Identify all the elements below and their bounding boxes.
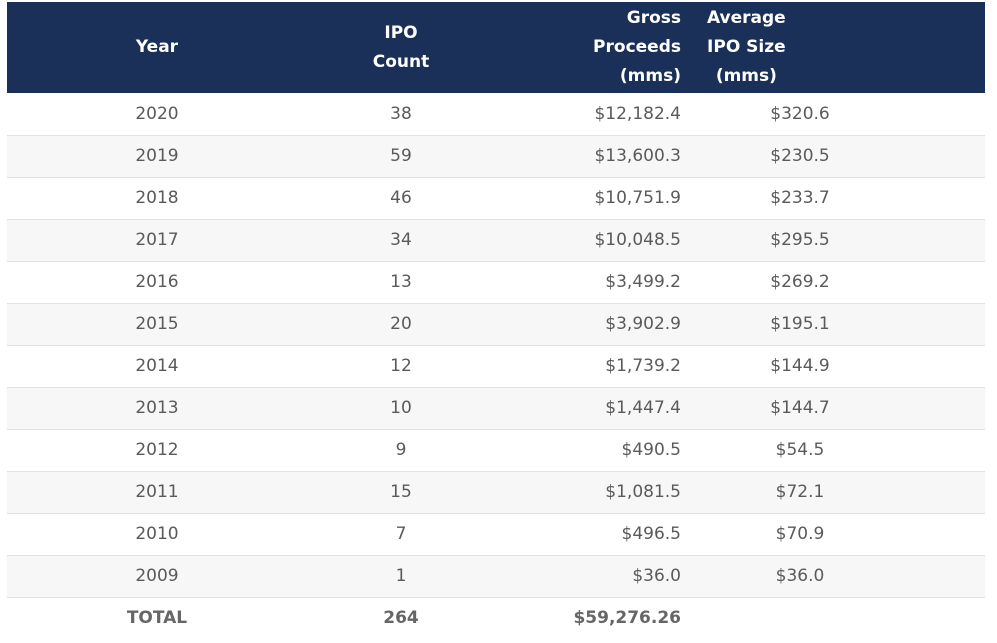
cell-gross-proceeds: $36.0: [495, 555, 682, 598]
header-year: Year: [7, 2, 307, 93]
total-average-ipo-size: [682, 597, 985, 639]
table-row: 2016 13 $3,499.2 $269.2: [7, 261, 985, 304]
table-row: 2017 34 $10,048.5 $295.5: [7, 219, 985, 262]
cell-year: 2009: [7, 555, 307, 598]
header-ipo-count: IPO Count: [307, 2, 495, 93]
cell-average-ipo-size: $72.1: [682, 471, 985, 514]
header-gross-proceeds-line: Proceeds: [593, 37, 681, 57]
ipo-table-container: Year IPO Count Gross Proceeds (mms) Aver…: [7, 2, 985, 639]
cell-gross-proceeds: $1,739.2: [495, 345, 682, 388]
cell-year: 2015: [7, 303, 307, 346]
cell-average-ipo-size: $144.9: [682, 345, 985, 388]
header-average-ipo-size-line: IPO Size: [707, 37, 786, 57]
cell-ipo-count: 15: [307, 471, 495, 514]
table-row: 2011 15 $1,081.5 $72.1: [7, 471, 985, 514]
cell-ipo-count: 46: [307, 177, 495, 220]
table-row: 2009 1 $36.0 $36.0: [7, 555, 985, 598]
cell-ipo-count: 34: [307, 219, 495, 262]
cell-year: 2020: [7, 93, 307, 136]
cell-gross-proceeds: $1,447.4: [495, 387, 682, 430]
cell-gross-proceeds: $10,048.5: [495, 219, 682, 262]
cell-average-ipo-size: $320.6: [682, 93, 985, 136]
cell-average-ipo-size: $70.9: [682, 513, 985, 556]
cell-ipo-count: 9: [307, 429, 495, 472]
table-row: 2010 7 $496.5 $70.9: [7, 513, 985, 556]
table-row: 2020 38 $12,182.4 $320.6: [7, 93, 985, 136]
cell-ipo-count: 13: [307, 261, 495, 304]
table-header: Year IPO Count Gross Proceeds (mms) Aver…: [7, 2, 985, 93]
table-row: 2018 46 $10,751.9 $233.7: [7, 177, 985, 220]
table-row: 2015 20 $3,902.9 $195.1: [7, 303, 985, 346]
cell-gross-proceeds: $490.5: [495, 429, 682, 472]
table-body: 2020 38 $12,182.4 $320.6 2019 59 $13,600…: [7, 93, 985, 639]
cell-gross-proceeds: $1,081.5: [495, 471, 682, 514]
table-row: 2013 10 $1,447.4 $144.7: [7, 387, 985, 430]
cell-gross-proceeds: $12,182.4: [495, 93, 682, 136]
header-average-ipo-size: Average IPO Size (mms): [682, 2, 985, 93]
cell-year: 2016: [7, 261, 307, 304]
header-gross-proceeds-line: Gross: [626, 8, 681, 28]
cell-average-ipo-size: $230.5: [682, 135, 985, 178]
header-gross-proceeds-line: (mms): [619, 66, 681, 86]
cell-gross-proceeds: $13,600.3: [495, 135, 682, 178]
header-average-ipo-size-line: Average: [707, 8, 786, 28]
cell-year: 2019: [7, 135, 307, 178]
cell-year: 2012: [7, 429, 307, 472]
cell-ipo-count: 12: [307, 345, 495, 388]
cell-gross-proceeds: $3,902.9: [495, 303, 682, 346]
header-ipo-count-line: Count: [372, 51, 430, 72]
cell-year: 2010: [7, 513, 307, 556]
cell-average-ipo-size: $295.5: [682, 219, 985, 262]
cell-gross-proceeds: $10,751.9: [495, 177, 682, 220]
total-ipo-count: 264: [383, 608, 419, 629]
cell-ipo-count: 20: [307, 303, 495, 346]
cell-ipo-count: 59: [307, 135, 495, 178]
cell-year: 2013: [7, 387, 307, 430]
cell-average-ipo-size: $144.7: [682, 387, 985, 430]
cell-gross-proceeds: $496.5: [495, 513, 682, 556]
cell-average-ipo-size: $269.2: [682, 261, 985, 304]
ipo-table: Year IPO Count Gross Proceeds (mms) Aver…: [7, 2, 985, 639]
table-row: 2014 12 $1,739.2 $144.9: [7, 345, 985, 388]
total-gross-proceeds: $59,276.26: [573, 608, 681, 629]
header-year-label: Year: [135, 37, 179, 57]
cell-year: 2014: [7, 345, 307, 388]
cell-average-ipo-size: $233.7: [682, 177, 985, 220]
cell-year: 2017: [7, 219, 307, 262]
cell-ipo-count: 10: [307, 387, 495, 430]
cell-ipo-count: 38: [307, 93, 495, 136]
cell-average-ipo-size: $36.0: [682, 555, 985, 598]
cell-gross-proceeds: $3,499.2: [495, 261, 682, 304]
table-row: 2019 59 $13,600.3 $230.5: [7, 135, 985, 178]
header-ipo-count-line: IPO: [384, 22, 418, 43]
cell-ipo-count: 7: [307, 513, 495, 556]
cell-ipo-count: 1: [307, 555, 495, 598]
header-row: Year IPO Count Gross Proceeds (mms) Aver…: [7, 2, 985, 93]
header-gross-proceeds: Gross Proceeds (mms): [495, 2, 682, 93]
cell-average-ipo-size: $54.5: [682, 429, 985, 472]
header-average-ipo-size-line: (mms): [715, 66, 777, 86]
total-row: TOTAL 264 $59,276.26: [7, 597, 985, 639]
cell-average-ipo-size: $195.1: [682, 303, 985, 346]
cell-year: 2018: [7, 177, 307, 220]
table-row: 2012 9 $490.5 $54.5: [7, 429, 985, 472]
cell-year: 2011: [7, 471, 307, 514]
total-label: TOTAL: [126, 608, 188, 629]
